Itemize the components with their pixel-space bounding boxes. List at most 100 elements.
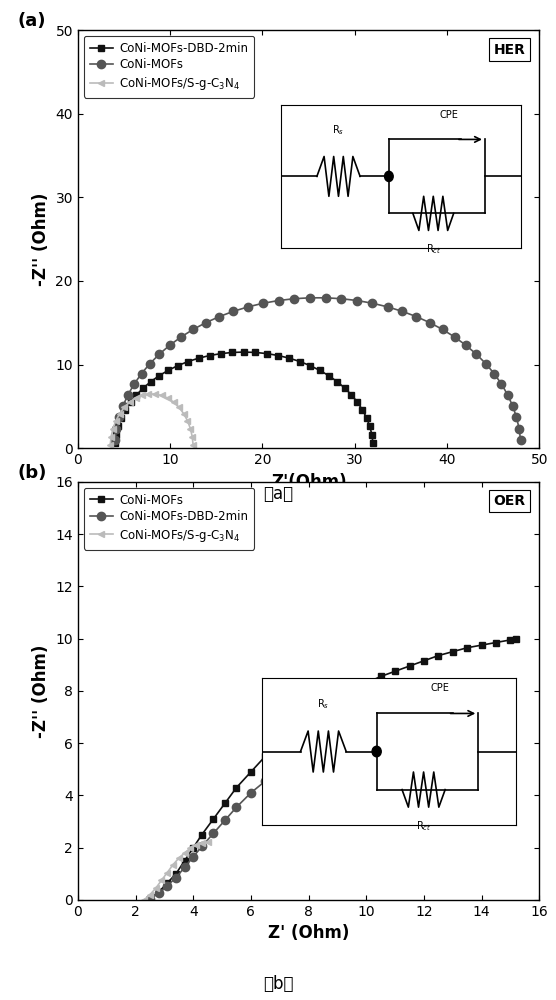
CoNi-MOFs/S-g-C$_3$N$_4$: [164, 867, 171, 879]
CoNi-MOFs-DBD-2min: [320, 745, 326, 757]
CoNi-MOFs: [354, 295, 360, 307]
CoNi-MOFs-DBD-2min: [359, 404, 366, 416]
CoNi-MOFs-DBD-2min: [449, 735, 456, 747]
CoNi-MOFs: [420, 655, 427, 667]
CoNi-MOFs-DBD-2min: [172, 872, 179, 884]
CoNi-MOFs-DBD-2min: [218, 348, 225, 360]
CoNi-MOFs: [435, 650, 441, 662]
CoNi-MOFs: [138, 368, 145, 380]
CoNi-MOFs-DBD-2min: [112, 437, 118, 449]
CoNi-MOFs-DBD-2min: [196, 352, 202, 364]
CoNi-MOFs: [463, 339, 469, 351]
CoNi-MOFs/S-g-C$_3$N$_4$: [110, 423, 116, 435]
CoNi-MOFs: [406, 660, 413, 672]
CoNi-MOFs-DBD-2min: [147, 376, 154, 388]
CoNi-MOFs/S-g-C$_3$N$_4$: [107, 439, 113, 451]
CoNi-MOFs-DBD-2min: [147, 893, 153, 905]
CoNi-MOFs/S-g-C$_3$N$_4$: [132, 392, 139, 404]
CoNi-MOFs-DBD-2min: [354, 396, 361, 408]
CoNi-MOFs-DBD-2min: [140, 382, 147, 394]
CoNi-MOFs-DBD-2min: [229, 346, 236, 358]
CoNi-MOFs-DBD-2min: [262, 775, 269, 787]
CoNi-MOFs: [113, 423, 120, 435]
CoNi-MOFs: [378, 670, 384, 682]
CoNi-MOFs: [147, 893, 153, 905]
CoNi-MOFs-DBD-2min: [334, 741, 341, 753]
CoNi-MOFs/S-g-C$_3$N$_4$: [181, 847, 188, 859]
Line: CoNi-MOFs: CoNi-MOFs: [111, 294, 525, 445]
CoNi-MOFs: [517, 434, 524, 446]
CoNi-MOFs: [166, 339, 173, 351]
CoNi-MOFs-DBD-2min: [210, 827, 217, 839]
CoNi-MOFs: [334, 693, 341, 705]
CoNi-MOFs-DBD-2min: [206, 350, 213, 362]
CoNi-MOFs: [125, 389, 131, 401]
CoNi-MOFs/S-g-C$_3$N$_4$: [193, 839, 200, 851]
CoNi-MOFs: [493, 637, 499, 649]
Line: CoNi-MOFs-DBD-2min: CoNi-MOFs-DBD-2min: [111, 349, 376, 447]
CoNi-MOFs/S-g-C$_3$N$_4$: [170, 859, 176, 871]
CoNi-MOFs-DBD-2min: [181, 861, 188, 873]
CoNi-MOFs: [413, 311, 420, 323]
CoNi-MOFs: [230, 305, 237, 317]
CoNi-MOFs: [399, 305, 405, 317]
CoNi-MOFs-DBD-2min: [420, 734, 427, 746]
CoNi-MOFs-DBD-2min: [190, 851, 197, 863]
CoNi-MOFs: [202, 317, 209, 329]
CoNi-MOFs: [504, 389, 511, 401]
CoNi-MOFs-DBD-2min: [127, 396, 134, 408]
Legend: CoNi-MOFs, CoNi-MOFs-DBD-2min, CoNi-MOFs/S-g-C$_3$N$_4$: CoNi-MOFs, CoNi-MOFs-DBD-2min, CoNi-MOFs…: [84, 488, 254, 550]
CoNi-MOFs-DBD-2min: [175, 360, 181, 372]
CoNi-MOFs: [276, 737, 283, 749]
CoNi-MOFs: [247, 766, 254, 778]
CoNi-MOFs-DBD-2min: [247, 787, 254, 799]
CoNi-MOFs: [172, 868, 179, 880]
CoNi-MOFs-DBD-2min: [122, 404, 129, 416]
CoNi-MOFs-DBD-2min: [291, 757, 297, 769]
CoNi-MOFs-DBD-2min: [392, 735, 399, 747]
CoNi-MOFs-DBD-2min: [198, 840, 205, 852]
CoNi-MOFs: [363, 677, 370, 689]
CoNi-MOFs-DBD-2min: [113, 429, 120, 441]
CoNi-MOFs-DBD-2min: [370, 437, 376, 449]
CoNi-MOFs-DBD-2min: [305, 750, 312, 762]
CoNi-MOFs-DBD-2min: [363, 412, 370, 424]
CoNi-MOFs-DBD-2min: [233, 801, 240, 813]
CoNi-MOFs-DBD-2min: [156, 370, 163, 382]
CoNi-MOFs-DBD-2min: [296, 356, 303, 368]
CoNi-MOFs/S-g-C$_3$N$_4$: [176, 852, 182, 864]
CoNi-MOFs/S-g-C$_3$N$_4$: [180, 408, 187, 420]
CoNi-MOFs/S-g-C$_3$N$_4$: [187, 423, 193, 435]
CoNi-MOFs: [439, 323, 446, 335]
CoNi-MOFs/S-g-C$_3$N$_4$: [165, 392, 171, 404]
CoNi-MOFs: [147, 358, 153, 370]
CoNi-MOFs: [478, 639, 485, 651]
CoNi-MOFs-DBD-2min: [118, 412, 125, 424]
CoNi-MOFs: [210, 813, 217, 825]
CoNi-MOFs/S-g-C$_3$N$_4$: [204, 836, 211, 848]
CoNi-MOFs: [112, 434, 118, 446]
Y-axis label: -Z'' (Ohm): -Z'' (Ohm): [32, 644, 49, 738]
CoNi-MOFs-DBD-2min: [185, 356, 191, 368]
Text: （a）: （a）: [263, 485, 293, 503]
CoNi-MOFs-DBD-2min: [164, 880, 171, 892]
CoNi-MOFs: [262, 750, 269, 762]
CoNi-MOFs-DBD-2min: [435, 735, 441, 747]
CoNi-MOFs: [491, 368, 498, 380]
CoNi-MOFs-DBD-2min: [493, 737, 499, 749]
CoNi-MOFs/S-g-C$_3$N$_4$: [184, 415, 191, 427]
CoNi-MOFs-DBD-2min: [306, 360, 313, 372]
CoNi-MOFs/S-g-C$_3$N$_4$: [158, 389, 165, 401]
CoNi-MOFs-DBD-2min: [264, 348, 270, 360]
CoNi-MOFs/S-g-C$_3$N$_4$: [121, 401, 128, 413]
CoNi-MOFs-DBD-2min: [133, 389, 140, 401]
CoNi-MOFs: [120, 400, 126, 412]
CoNi-MOFs-DBD-2min: [275, 350, 281, 362]
CoNi-MOFs: [392, 665, 399, 677]
CoNi-MOFs/S-g-C$_3$N$_4$: [108, 431, 115, 443]
Text: OER: OER: [493, 494, 525, 508]
CoNi-MOFs: [198, 829, 205, 841]
CoNi-MOFs: [483, 358, 489, 370]
CoNi-MOFs: [181, 855, 188, 867]
CoNi-MOFs: [164, 877, 171, 889]
